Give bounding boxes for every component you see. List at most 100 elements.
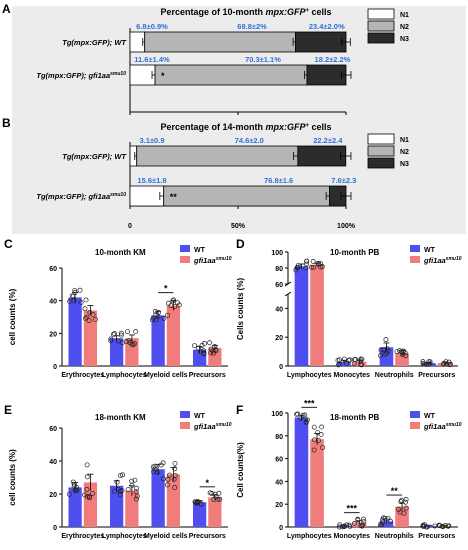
segment-value-label: 7.6±2.3	[331, 176, 356, 185]
row-label: Tg(mpx:GFP); WT	[62, 152, 127, 161]
data-point	[132, 341, 137, 347]
data-point	[78, 300, 84, 305]
data-point	[66, 491, 72, 497]
legend-label: gfi1aasmu10	[423, 422, 462, 431]
data-point	[172, 466, 178, 472]
significance-marker: *	[164, 284, 168, 294]
data-point	[123, 339, 129, 344]
legend-swatch-n2	[367, 145, 395, 157]
data-point	[71, 298, 77, 304]
data-point	[73, 488, 79, 494]
row-label-main: Tg(mpx:GFP); WT	[62, 38, 127, 47]
panel-F: F 0 20 40 60 80 100 Cell counts(%) 18-month PB Ly…	[236, 398, 462, 540]
data-point	[315, 260, 321, 266]
data-point	[108, 338, 114, 344]
data-point	[209, 491, 215, 496]
data-point	[359, 356, 365, 362]
row-label-sup: smu10	[110, 192, 126, 198]
chart-title: 18-month KM	[95, 413, 146, 422]
bar-segment-n3	[295, 31, 347, 53]
data-point	[420, 359, 426, 365]
data-point	[359, 362, 365, 368]
y-tick-label: 20	[275, 335, 283, 342]
data-point	[112, 331, 117, 337]
legend-label: N2	[400, 24, 409, 31]
data-point	[152, 309, 158, 314]
title-part-italic: mpx:GFP	[265, 122, 306, 132]
bar-wt	[109, 485, 124, 527]
panel-D: D 0 20 40 60 80 100 Cells counts (%) 10-month PB…	[236, 237, 462, 379]
bar-segment-n3	[306, 64, 347, 86]
title-part: Percentage of 10-month	[160, 7, 265, 17]
data-point	[74, 487, 80, 493]
data-point	[447, 362, 453, 368]
data-point	[70, 293, 75, 299]
bar-segment-n1	[129, 185, 165, 207]
data-point	[111, 331, 116, 337]
data-point	[74, 484, 79, 490]
data-point	[153, 317, 159, 323]
row-label: Tg(mpx:GFP); WT	[62, 38, 127, 47]
significance-marker: **	[391, 486, 399, 496]
data-point	[385, 515, 391, 521]
bar-wt	[68, 487, 82, 527]
data-point	[176, 302, 182, 308]
legend-swatch-wt	[180, 245, 190, 252]
bar-segment-n3	[297, 145, 347, 167]
bar-wt	[151, 315, 165, 366]
data-point	[397, 509, 403, 515]
data-point	[440, 524, 446, 530]
x-category-label: Precursors	[418, 372, 455, 379]
data-point	[168, 303, 174, 309]
segment-value-label: 70.3±1.1%	[245, 55, 281, 64]
y-tick-label: 0	[279, 364, 283, 371]
x-category-label: Neutrophils	[375, 372, 414, 379]
bar-mutant	[310, 264, 324, 366]
data-point	[87, 495, 93, 501]
data-point	[210, 348, 216, 354]
row-label-main: Tg(mpx:GFP); gfi1aa	[36, 71, 110, 80]
segment-value-label: 69.8±2%	[237, 22, 267, 31]
legend-label-main: gfi1aa	[423, 256, 446, 265]
data-point	[388, 518, 393, 524]
y-tick-label: 0	[53, 364, 57, 371]
y-tick-label: 100	[271, 411, 283, 418]
significance-marker: ***	[346, 504, 357, 514]
panel-C: C 0 20 40 60 cell counts (%) 10-month KM Erythr…	[4, 237, 232, 379]
data-point	[132, 477, 138, 483]
y-axis-title: cell counts (%)	[8, 449, 17, 506]
bar-segment-n1	[129, 64, 156, 86]
bar-mutant	[310, 439, 324, 527]
data-point	[384, 346, 390, 352]
segment-value-label: 15.6±1.8	[137, 176, 166, 185]
data-point	[130, 342, 136, 348]
data-point	[319, 424, 325, 430]
data-point	[83, 315, 88, 321]
legend-label: N3	[400, 161, 409, 168]
data-point	[77, 287, 83, 293]
y-tick-label: 60	[275, 457, 283, 464]
y-tick-label: 60	[49, 426, 57, 433]
data-point	[351, 521, 357, 526]
legend-label-main: gfi1aa	[193, 256, 216, 265]
data-point	[378, 522, 384, 528]
data-point	[86, 318, 92, 323]
bar-wt	[294, 266, 309, 366]
data-point	[161, 315, 167, 321]
legend-swatch-n1	[367, 133, 395, 145]
legend-label: gfi1aasmu10	[193, 422, 232, 431]
axis-break-mark	[284, 291, 292, 297]
bar-mutant	[83, 482, 98, 527]
data-point	[403, 505, 409, 511]
data-point	[355, 517, 361, 523]
data-point	[199, 342, 205, 348]
data-point	[309, 264, 314, 270]
bar-mutant	[208, 497, 222, 527]
legend-label-sup: smu10	[216, 256, 232, 262]
data-point	[171, 297, 177, 303]
title-sup: +	[306, 123, 310, 129]
data-point	[211, 350, 216, 356]
data-point	[400, 352, 406, 358]
x-tick-label: 100%	[337, 223, 356, 230]
